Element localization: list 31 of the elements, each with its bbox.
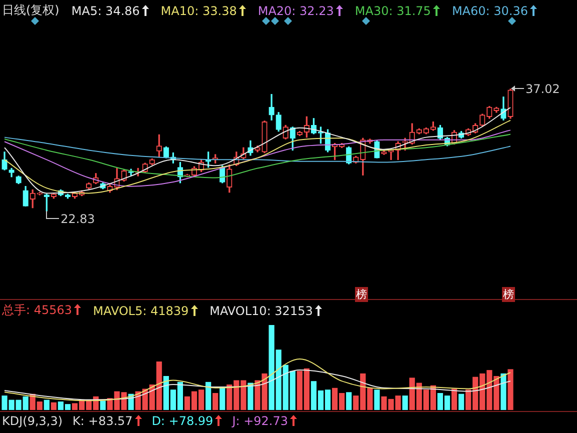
text: 榜 xyxy=(502,287,516,302)
text: 榜 xyxy=(355,287,368,302)
legend-label: MA60: 30.36 xyxy=(452,4,528,18)
text: J: +92.73 xyxy=(232,414,290,428)
bar xyxy=(374,390,380,410)
bar xyxy=(50,402,57,410)
legend-label: MA30: 31.75 xyxy=(354,4,431,18)
legend-label: MAVOL5: 41839 xyxy=(93,304,189,318)
bar xyxy=(500,373,506,410)
bar xyxy=(346,392,352,410)
bar xyxy=(100,400,106,410)
bar xyxy=(402,396,408,410)
legend-label: MA20: 32.23 xyxy=(258,4,334,18)
text: 22.83 xyxy=(60,212,95,226)
chart-title: 日线(复权) xyxy=(2,2,60,19)
bar xyxy=(206,382,212,410)
text: 37.02 xyxy=(525,82,560,96)
bar xyxy=(220,387,226,410)
bar xyxy=(44,400,50,410)
bar xyxy=(508,369,514,410)
text: KDJ(9,3,3) xyxy=(2,414,63,428)
text: K: +83.57 xyxy=(72,414,134,428)
legend-label: 总手: 45563 xyxy=(2,303,72,317)
bar xyxy=(212,392,218,410)
bar xyxy=(451,388,458,410)
text: D: +78.99 xyxy=(152,414,214,428)
legend-label: MA10: 33.38 xyxy=(160,4,237,18)
bar xyxy=(248,382,254,410)
legend-label: MA5: 34.86 xyxy=(71,4,140,18)
bar xyxy=(458,394,464,410)
legend-label: MAVOL10: 32153 xyxy=(210,304,313,318)
